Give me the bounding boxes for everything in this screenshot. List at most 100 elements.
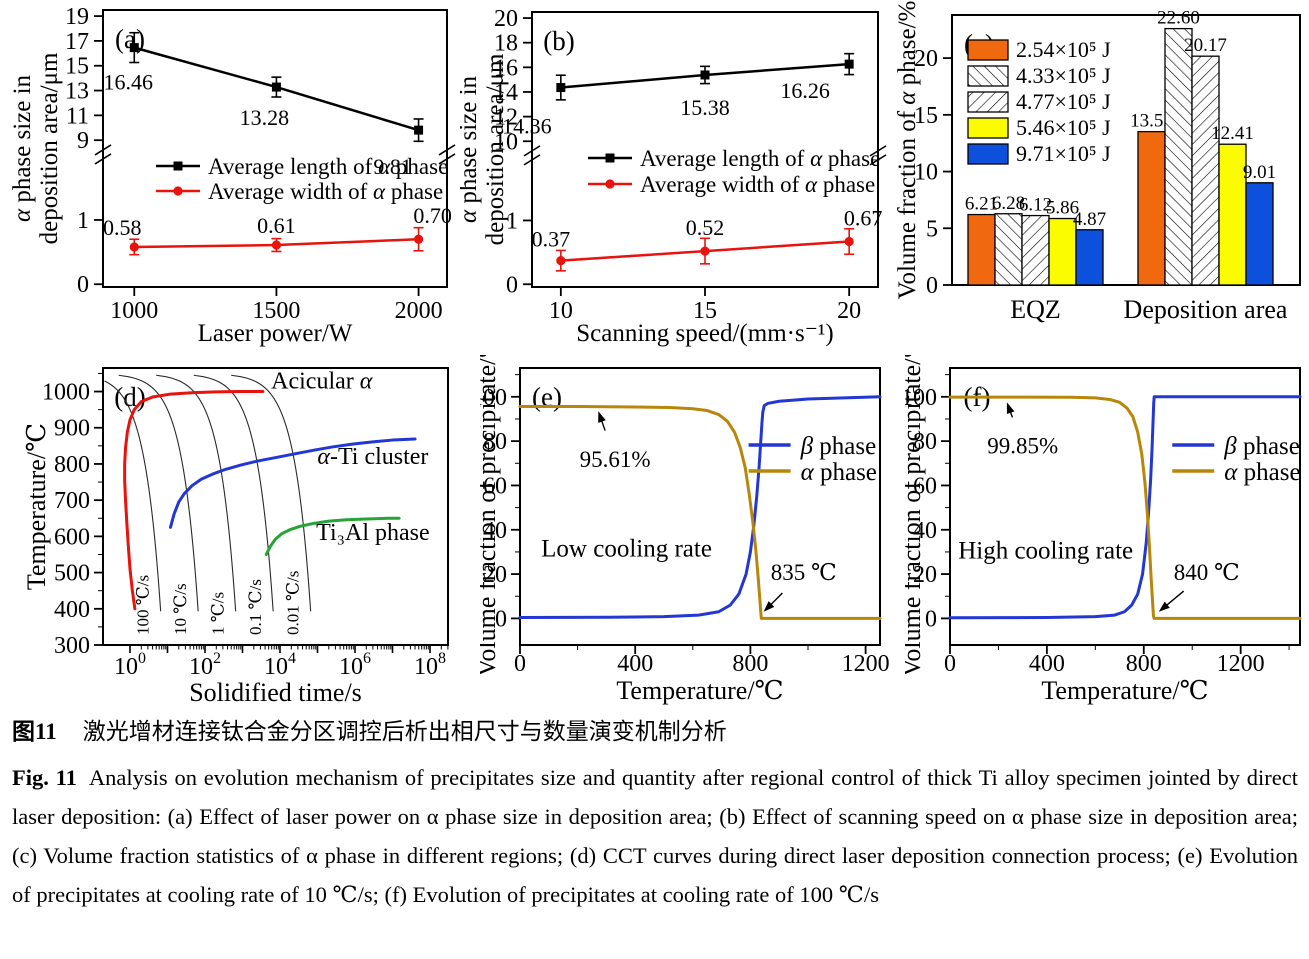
cooling-rate-note: High cooling rate [958,538,1133,565]
x-tick-label: 0 [514,651,526,677]
bar [967,213,996,286]
y-tick-label: 700 [54,488,90,514]
y-axis-label: Volume fraction of precipitate/% [480,355,501,677]
bar [1218,143,1247,286]
x-tick-label: 20 [837,298,861,324]
legend-swatch [967,91,1009,113]
value-label: 9.81 [373,154,412,179]
phase-curve [123,390,265,611]
arrow-head [1158,601,1170,612]
cooling-rate-curve [193,374,274,612]
value-label: 0.37 [532,227,571,252]
arrow-head [1006,402,1015,415]
y-tick-label: 40 [483,518,507,544]
y-tick-label: 80 [483,429,507,455]
figure-caption: 图11 激光增材连接钛合金分区调控后析出相尺寸与数量演变机制分析 Fig. 11 A… [12,714,1298,914]
phase-fraction-curve [518,395,882,620]
phase-curve-label: α-Ti cluster [317,444,428,470]
data-point [129,242,139,252]
bar [1164,27,1193,286]
plot-frame [519,367,881,646]
bar [1021,214,1050,286]
cooling-rate-curve [156,374,237,612]
axis-break-mark [869,145,887,157]
x-tick-label: 400 [617,651,653,677]
axis-break-mark [523,145,541,157]
y-tick-label: 19 [65,4,89,30]
y-tick-label: 11 [66,103,89,129]
y-tick-label: 100 [480,385,507,411]
phase-fraction-curve [948,395,1302,620]
y-axis-label: deposition area/μm [36,52,63,244]
legend-label: α phase [1224,459,1300,486]
x-tick-label: 800 [732,651,768,677]
value-label: 0.70 [413,203,452,228]
value-label: 16.26 [780,78,830,103]
annotation-text: 835 ℃ [771,560,837,585]
phase-curve-label: Acicular α [271,369,373,395]
plot-frame [949,367,1301,646]
panel-tag: (b) [543,26,574,56]
y-tick-label: 400 [54,597,90,623]
y-tick-label: 0 [926,273,938,299]
x-tick-label: 1200 [1217,651,1265,677]
plot-frame [102,367,449,646]
y-tick-label: 14 [494,80,518,106]
data-point [844,59,854,69]
bar-value-label: 6.21 [965,194,998,215]
x-tick-label: 108 [414,650,446,680]
value-label: 0.61 [257,213,296,238]
bar [1245,182,1274,286]
y-tick-label: 17 [65,29,89,55]
y-tick-label: 12 [494,105,518,131]
legend-label: 9.71×10⁵ J [1016,141,1111,166]
bar [1075,229,1104,286]
bar-value-label: 13.52 [1130,111,1173,132]
category-label: EQZ [1010,295,1061,324]
y-tick-label: 80 [913,429,937,455]
data-point [556,83,566,93]
value-label: 0.67 [844,206,883,231]
y-tick-label: 10 [914,160,938,186]
panel-d-chart: (d) 100 102 104 106 108 300 400 500 600 700 800 900 1… [25,367,449,707]
caption-chinese: 图11 激光增材连接钛合金分区调控后析出相尺寸与数量演变机制分析 [12,714,1298,751]
cooling-rate-label: 100 ℃/s [134,575,153,635]
caption-chinese-label: 图11 [12,719,57,744]
x-axis-label: Solidified time/s [189,678,362,707]
y-tick-label: 1 [77,208,89,234]
bar-value-label: 6.28 [992,193,1025,214]
x-tick-label: 800 [1126,651,1162,677]
panel-tag: (d) [114,382,145,412]
cooling-rate-label: 0.01 ℃/s [284,571,303,635]
axis-break-mark [523,154,541,166]
y-tick-label: 900 [54,416,90,442]
y-tick-label: 60 [913,473,937,499]
plot-frame [951,14,1301,286]
phase-fraction-curve [948,395,1302,620]
caption-english: Fig. 11 Analysis on evolution mechanism o… [12,759,1298,915]
y-axis-label: Volume fraction of α phase/% [895,1,921,300]
y-tick-label: 100 [905,385,937,411]
legend-label: β phase [800,433,877,460]
legend-swatch [967,143,1009,165]
panel-e-chart: (e)04008001200020406080100Temperature/℃V… [480,355,890,705]
y-axis-label: deposition area/μm [482,53,509,245]
x-tick-label: 400 [1029,651,1065,677]
annotation-arrow [1163,590,1185,608]
y-tick-label: 13 [65,79,89,105]
legend-label: 4.33×10⁵ J [1016,63,1111,88]
phase-curve [264,516,401,556]
data-point [605,153,615,163]
y-tick-label: 0 [77,272,89,298]
phase-fraction-curve [518,405,882,620]
y-tick-label: 15 [65,54,89,80]
y-tick-label: 20 [914,46,938,72]
axis-break-mark [869,154,887,166]
y-tick-label: 10 [494,129,518,155]
phase-curve-label: Ti₃Al phase [316,520,430,546]
x-axis-label: Temperature/℃ [1041,676,1208,705]
panel-f-chart: (f)0 400 800 1200020406080100Temperature/℃V… [905,355,1302,705]
